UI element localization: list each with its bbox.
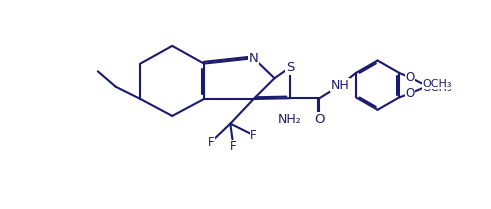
Text: O: O <box>314 112 325 126</box>
Text: N: N <box>249 52 258 65</box>
Text: F: F <box>250 129 257 142</box>
Text: NH₂: NH₂ <box>278 112 302 126</box>
Text: O: O <box>405 87 414 100</box>
Text: OCH₃: OCH₃ <box>422 83 452 93</box>
Text: O: O <box>405 71 414 84</box>
Text: NH: NH <box>331 79 350 92</box>
Text: F: F <box>230 140 237 153</box>
Text: S: S <box>286 61 294 74</box>
Text: F: F <box>208 136 214 149</box>
Text: OCH₃: OCH₃ <box>422 79 452 89</box>
